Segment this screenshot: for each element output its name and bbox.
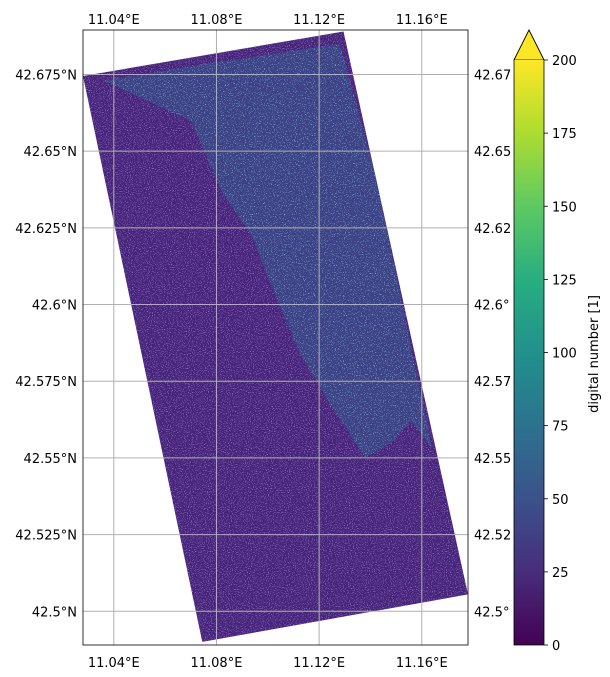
colorbar-outline: [513, 29, 545, 646]
lon-tick-label-top: 11.16°E: [396, 13, 448, 28]
lon-tick-label-bottom: 11.16°E: [396, 656, 448, 671]
colorbar-tick-label: 175: [552, 127, 577, 142]
colorbar-tick-label: 50: [552, 493, 569, 508]
lon-tick-label-bottom: 11.04°E: [88, 656, 140, 671]
colorbar-tick-label: 125: [552, 273, 577, 288]
lat-tick-label-left: 42.625°N: [15, 222, 77, 237]
lat-tick-label-left: 42.55°N: [24, 452, 77, 467]
colorbar: 0 25 50 75 100 125 150 175 200 digital number [1…: [513, 29, 602, 654]
lat-tick-label-right: 42.6°: [474, 299, 509, 314]
lon-tick-label-bottom: 11.08°E: [190, 656, 242, 671]
map-ticks: 11.04°E 11.04°E 11.08°E 11.08°E 11.12°E 11.12…: [15, 13, 511, 671]
colorbar-tick-label: 0: [552, 639, 560, 654]
lat-tick-label-right: 42.62: [474, 222, 511, 237]
lat-tick-label-right: 42.52: [474, 529, 511, 544]
colorbar-tick-label: 25: [552, 566, 569, 581]
colorbar-tick-label: 75: [552, 420, 569, 435]
lat-tick-label-left: 42.6°N: [32, 299, 77, 314]
lat-tick-label-right: 42.57: [474, 375, 511, 390]
lat-tick-label-left: 42.575°N: [15, 375, 77, 390]
colorbar-tick-label: 200: [552, 54, 577, 69]
lon-tick-label-top: 11.04°E: [88, 13, 140, 28]
lat-tick-label-right: 42.65: [474, 145, 511, 160]
colorbar-ticks: 0 25 50 75 100 125 150 175 200: [544, 54, 577, 654]
lon-tick-label-bottom: 11.12°E: [293, 656, 345, 671]
lat-tick-label-right: 42.67: [474, 68, 511, 83]
lat-tick-label-left: 42.525°N: [15, 529, 77, 544]
lat-tick-label-left: 42.675°N: [15, 68, 77, 83]
colorbar-tick-label: 100: [552, 347, 577, 362]
colorbar-gradient: [514, 60, 544, 645]
lat-tick-label-right: 42.55: [474, 452, 511, 467]
lat-tick-label-left: 42.5°N: [32, 605, 77, 620]
lat-tick-label-right: 42.5°: [474, 605, 509, 620]
graticule: [83, 30, 468, 645]
raster-swath: [83, 31, 468, 642]
colorbar-label: digital number [1]: [587, 295, 602, 413]
lat-tick-label-left: 42.65°N: [24, 145, 77, 160]
lon-tick-label-top: 11.12°E: [293, 13, 345, 28]
colorbar-extend-triangle: [513, 29, 545, 61]
lon-tick-label-top: 11.08°E: [190, 13, 242, 28]
map-axes-frame: [82, 29, 469, 646]
colorbar-tick-label: 150: [552, 200, 577, 215]
